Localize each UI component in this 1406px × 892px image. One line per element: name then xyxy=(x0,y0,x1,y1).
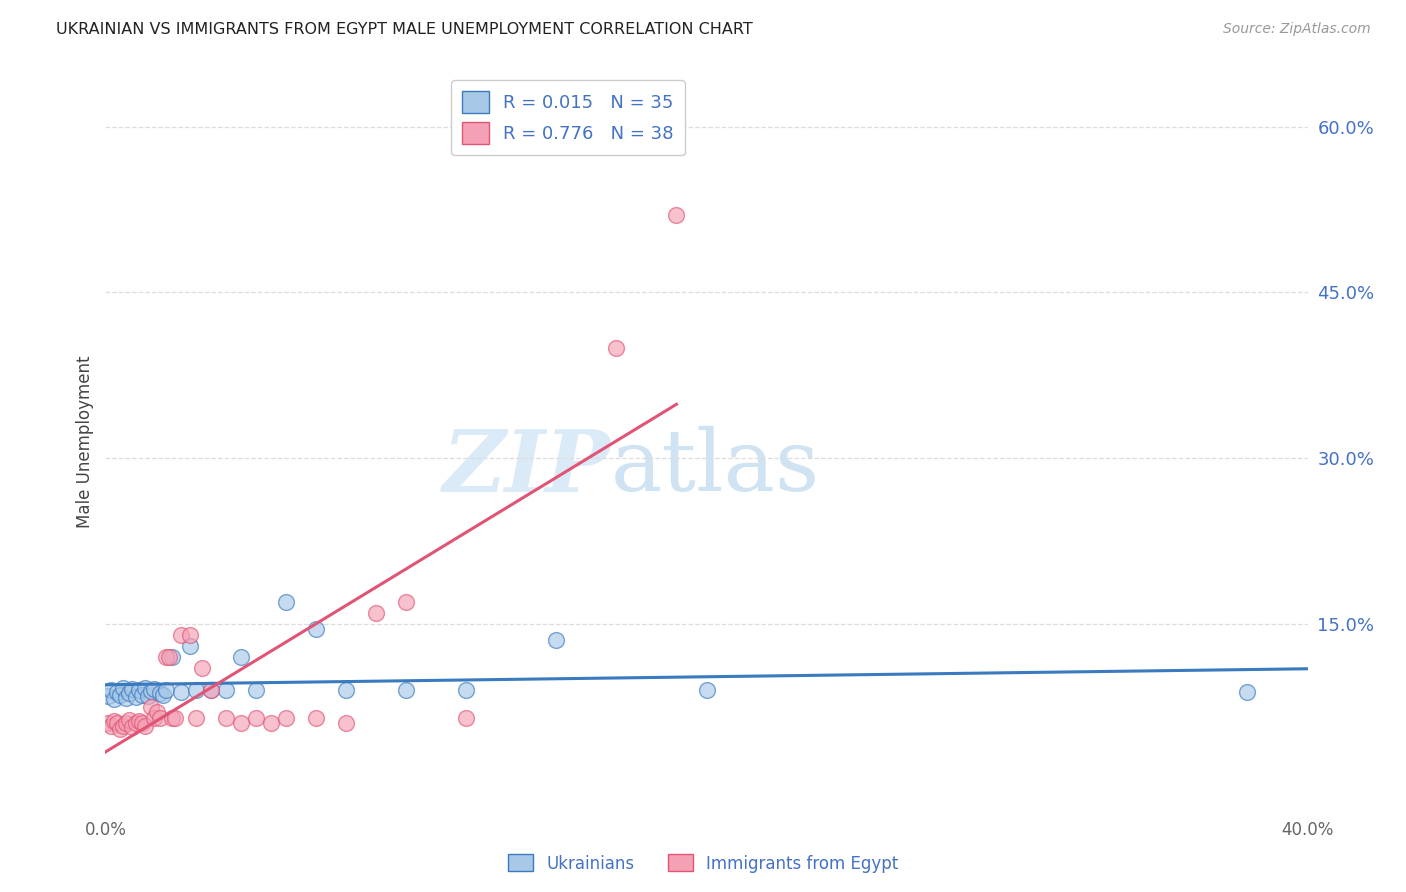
Text: Source: ZipAtlas.com: Source: ZipAtlas.com xyxy=(1223,22,1371,37)
Point xyxy=(128,683,150,698)
Point xyxy=(184,683,207,698)
Point xyxy=(214,711,236,725)
Point xyxy=(112,681,135,695)
Point xyxy=(305,623,328,637)
Y-axis label: Male Unemployment: Male Unemployment xyxy=(76,355,94,528)
Point xyxy=(179,628,201,642)
Point xyxy=(200,683,222,698)
Point xyxy=(107,685,129,699)
Point xyxy=(112,718,135,732)
Point xyxy=(179,639,201,653)
Point xyxy=(395,683,418,698)
Point xyxy=(124,716,146,731)
Point xyxy=(131,688,153,702)
Point xyxy=(118,713,141,727)
Point xyxy=(142,711,165,725)
Point xyxy=(121,681,143,696)
Point xyxy=(110,722,132,736)
Point xyxy=(245,711,267,725)
Point xyxy=(335,716,357,731)
Point xyxy=(605,341,627,355)
Point xyxy=(184,711,207,725)
Point xyxy=(139,699,162,714)
Point xyxy=(152,688,174,702)
Point xyxy=(169,628,191,642)
Point xyxy=(190,661,212,675)
Point xyxy=(115,716,138,731)
Point xyxy=(134,681,156,695)
Point xyxy=(274,595,297,609)
Point xyxy=(100,683,122,698)
Point xyxy=(454,711,477,725)
Text: ZIP: ZIP xyxy=(443,425,610,509)
Point xyxy=(395,595,418,609)
Point xyxy=(157,650,180,665)
Point xyxy=(136,689,159,703)
Point xyxy=(103,692,125,706)
Point xyxy=(1236,685,1258,699)
Point xyxy=(229,650,252,665)
Point xyxy=(155,650,177,665)
Point xyxy=(160,711,183,725)
Point xyxy=(118,686,141,700)
Point xyxy=(163,711,186,725)
Point xyxy=(148,711,170,725)
Point xyxy=(142,681,165,696)
Point xyxy=(245,683,267,698)
Point xyxy=(134,718,156,732)
Point xyxy=(305,711,328,725)
Point xyxy=(110,688,132,702)
Text: UKRAINIAN VS IMMIGRANTS FROM EGYPT MALE UNEMPLOYMENT CORRELATION CHART: UKRAINIAN VS IMMIGRANTS FROM EGYPT MALE … xyxy=(56,22,754,37)
Point xyxy=(128,714,150,728)
Text: atlas: atlas xyxy=(610,425,820,509)
Point xyxy=(169,685,191,699)
Point xyxy=(131,716,153,731)
Point xyxy=(97,689,120,703)
Point xyxy=(115,690,138,705)
Point xyxy=(260,716,283,731)
Point xyxy=(155,683,177,698)
Point xyxy=(145,706,167,720)
Point xyxy=(335,683,357,698)
Point xyxy=(97,716,120,731)
Point xyxy=(454,683,477,698)
Point xyxy=(229,716,252,731)
Point xyxy=(200,683,222,698)
Point xyxy=(121,720,143,734)
Point xyxy=(665,208,688,222)
Legend: Ukrainians, Immigrants from Egypt: Ukrainians, Immigrants from Egypt xyxy=(501,847,905,880)
Point xyxy=(107,716,129,731)
Point xyxy=(214,683,236,698)
Point xyxy=(160,650,183,665)
Point xyxy=(139,684,162,698)
Point xyxy=(696,683,718,698)
Legend: R = 0.015   N = 35, R = 0.776   N = 38: R = 0.015 N = 35, R = 0.776 N = 38 xyxy=(451,80,685,155)
Point xyxy=(103,714,125,728)
Point xyxy=(124,690,146,704)
Point xyxy=(364,606,387,620)
Point xyxy=(274,711,297,725)
Point xyxy=(100,718,122,732)
Point xyxy=(546,633,568,648)
Point xyxy=(148,686,170,700)
